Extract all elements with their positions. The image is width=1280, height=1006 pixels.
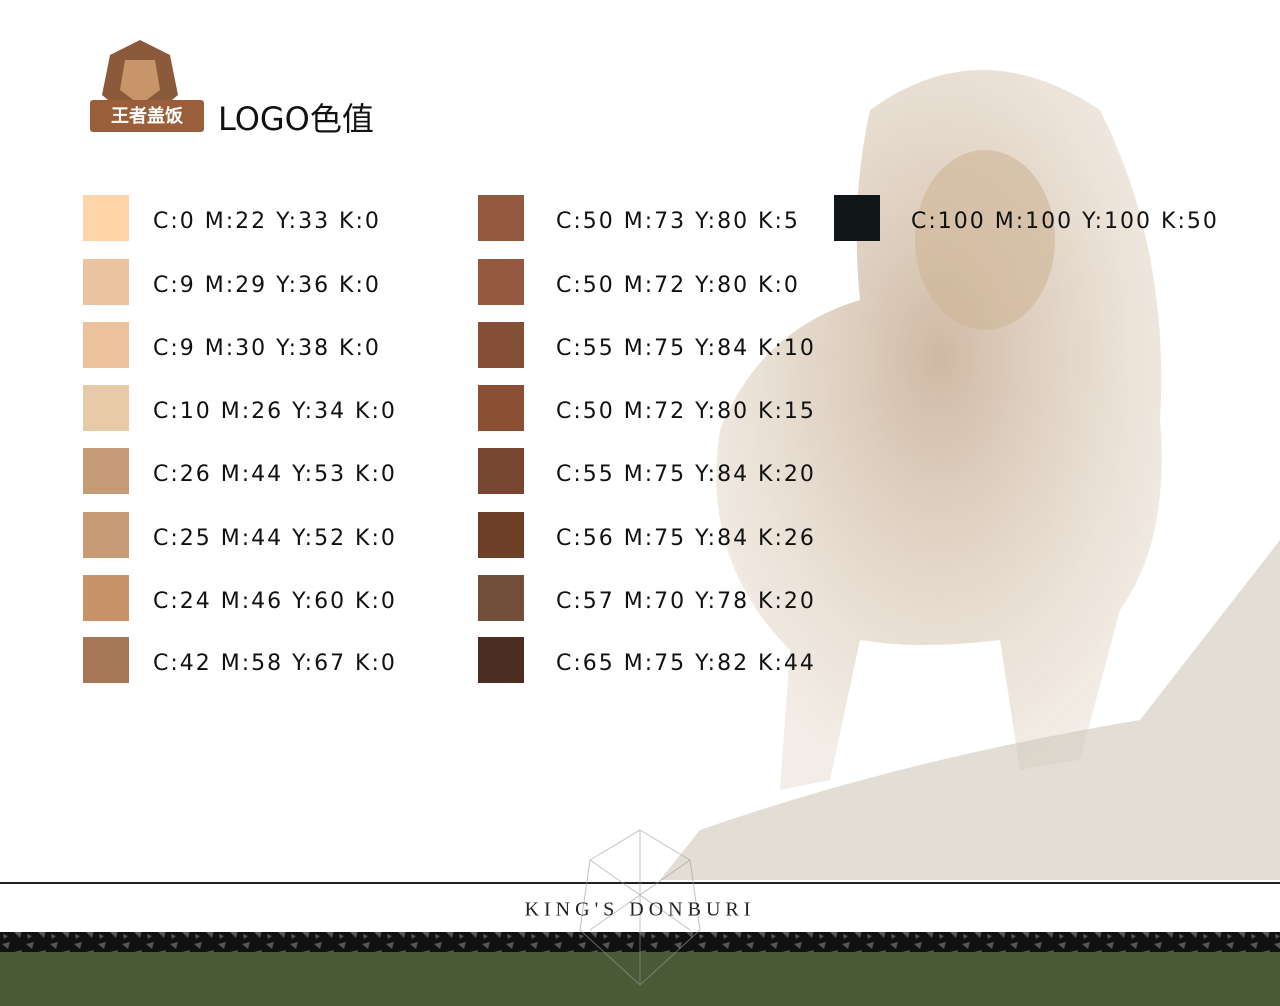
color-swatch xyxy=(83,385,129,431)
page-title: LOGO色值 xyxy=(218,100,374,138)
color-value: C:10 M:26 Y:34 K:0 xyxy=(153,399,397,424)
color-swatch xyxy=(478,512,524,558)
color-swatch xyxy=(478,575,524,621)
logo-text: 王者盖饭 xyxy=(111,105,183,127)
color-value: C:26 M:44 Y:53 K:0 xyxy=(153,462,397,487)
color-swatch xyxy=(478,322,524,368)
color-value: C:25 M:44 Y:52 K:0 xyxy=(153,526,397,551)
color-value: C:55 M:75 Y:84 K:20 xyxy=(556,462,816,487)
color-value: C:50 M:72 Y:80 K:15 xyxy=(556,399,816,424)
footer-brand: KING'S DONBURI xyxy=(525,899,756,921)
color-swatch xyxy=(83,512,129,558)
color-value: C:100 M:100 Y:100 K:50 xyxy=(911,209,1219,234)
color-swatch xyxy=(83,575,129,621)
color-swatch xyxy=(478,448,524,494)
color-value: C:56 M:75 Y:84 K:26 xyxy=(556,526,816,551)
color-swatch xyxy=(83,195,129,241)
color-swatch xyxy=(478,637,524,683)
color-swatch xyxy=(83,259,129,305)
color-value: C:50 M:73 Y:80 K:5 xyxy=(556,209,800,234)
lion-illustration xyxy=(660,70,1280,880)
swatch-grid: C:0 M:22 Y:33 K:0 C:9 M:29 Y:36 K:0 C:9 M:… xyxy=(83,195,1219,683)
footer-emblem xyxy=(579,829,701,986)
color-swatch xyxy=(478,385,524,431)
color-swatch xyxy=(83,322,129,368)
color-value: C:65 M:75 Y:82 K:44 xyxy=(556,651,816,676)
color-swatch xyxy=(834,195,880,241)
color-value: C:9 M:29 Y:36 K:0 xyxy=(153,273,381,298)
color-value: C:50 M:72 Y:80 K:0 xyxy=(556,273,800,298)
color-value: C:42 M:58 Y:67 K:0 xyxy=(153,651,397,676)
color-value: C:9 M:30 Y:38 K:0 xyxy=(153,336,381,361)
color-value: C:57 M:70 Y:78 K:20 xyxy=(556,589,816,614)
color-value: C:0 M:22 Y:33 K:0 xyxy=(153,209,381,234)
color-value: C:55 M:75 Y:84 K:10 xyxy=(556,336,816,361)
color-swatch xyxy=(83,448,129,494)
color-swatch xyxy=(478,259,524,305)
logo: 王者盖饭 xyxy=(90,40,204,132)
color-swatch xyxy=(478,195,524,241)
color-swatch xyxy=(83,637,129,683)
color-value: C:24 M:46 Y:60 K:0 xyxy=(153,589,397,614)
